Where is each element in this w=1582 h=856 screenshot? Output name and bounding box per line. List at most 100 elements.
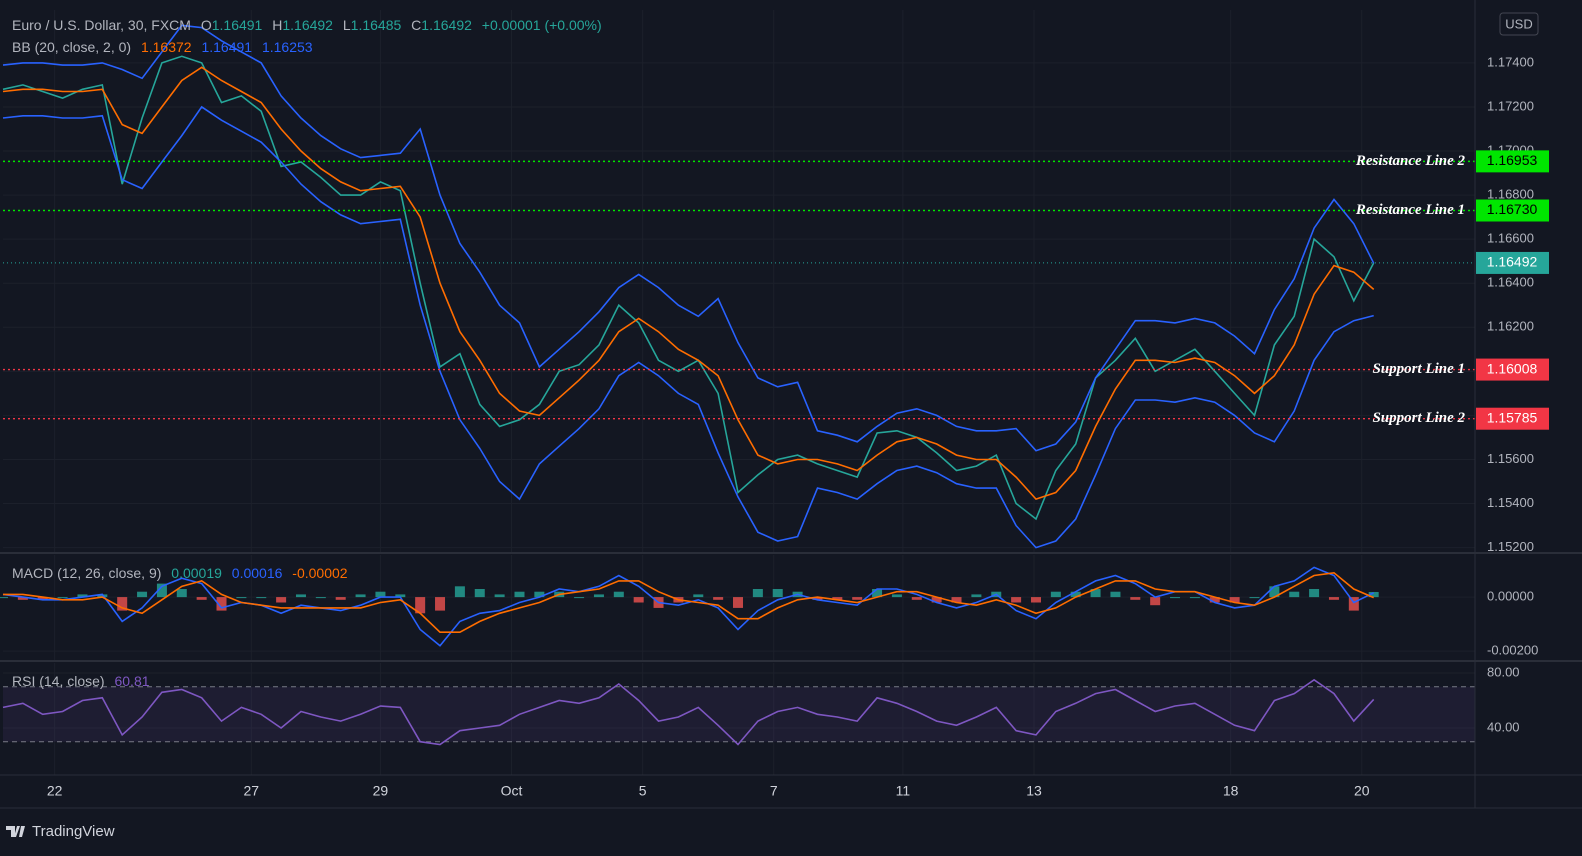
legend-value: 0.00016	[232, 565, 283, 581]
y-tick-label: -0.00200	[1487, 643, 1538, 658]
series-line	[2, 566, 1375, 647]
y-tick-label: 1.16600	[1487, 231, 1534, 246]
ohlc-key: L	[343, 17, 351, 33]
brand-logo	[6, 826, 25, 837]
legend-value: -0.00002	[292, 565, 347, 581]
y-tick-label: 1.15200	[1487, 539, 1534, 554]
histogram-bar	[633, 597, 644, 603]
histogram-bar	[1070, 591, 1081, 598]
x-tick-label: 20	[1354, 783, 1370, 799]
histogram-bar	[137, 591, 148, 598]
currency-badge[interactable]	[1499, 12, 1539, 36]
histogram-bar	[752, 589, 763, 598]
change: +0.00001 (+0.00%)	[482, 17, 602, 33]
level-name: Resistance Line 2	[1355, 153, 1466, 169]
level-value: 1.16730	[1487, 201, 1538, 217]
x-tick-label: 29	[373, 783, 389, 799]
histogram-bar	[931, 597, 942, 603]
histogram-bar	[1289, 591, 1300, 598]
rsi-band	[3, 686, 1475, 742]
y-tick-label: 1.16400	[1487, 275, 1534, 290]
histogram-bar	[1030, 597, 1041, 603]
ohlc-key: O	[201, 17, 212, 33]
ohlc-key: C	[411, 17, 421, 33]
histogram-bar	[1328, 597, 1339, 600]
histogram-bar	[117, 597, 128, 611]
histogram-bar	[435, 597, 446, 611]
histogram-bar	[971, 594, 982, 598]
histogram-bar	[77, 594, 88, 598]
currency[interactable]: USD	[1505, 16, 1532, 31]
y-tick-label: 1.15600	[1487, 451, 1534, 466]
histogram-bar	[1110, 591, 1121, 598]
histogram-bar	[1309, 589, 1320, 598]
histogram-bar	[593, 594, 604, 598]
x-tick-label: Oct	[501, 783, 523, 799]
level-badge	[1476, 358, 1549, 381]
x-tick-label: 18	[1223, 783, 1239, 799]
indicator-name: BB (20, close, 2, 0)	[12, 39, 131, 55]
level-badge	[1476, 150, 1549, 173]
histogram-bar	[17, 597, 28, 600]
legend-value: 1.16491	[201, 39, 252, 55]
x-tick-label: 13	[1026, 783, 1042, 799]
histogram-bar	[772, 589, 783, 598]
histogram-bar	[1050, 591, 1061, 598]
histogram-bar	[1348, 597, 1359, 611]
y-tick-label: 1.16800	[1487, 187, 1534, 202]
x-tick-label: 7	[770, 783, 778, 799]
panes: 22 27 29 Oct 5 7 11 13 18 20 1.15200 1.15400 1.15600…	[0, 10, 1549, 799]
histogram-bar	[156, 583, 167, 598]
histogram-bar	[891, 594, 902, 598]
histogram-bar	[276, 597, 287, 603]
series-line	[2, 55, 1375, 521]
histogram-bar	[1368, 591, 1379, 598]
legend-value: 1.16372	[141, 39, 192, 55]
level-name: Resistance Line 1	[1355, 202, 1465, 218]
histogram-bar	[295, 594, 306, 598]
histogram-bar	[335, 597, 346, 600]
histogram-bar	[852, 597, 863, 600]
level-badge	[1476, 199, 1549, 222]
ohlc-key: H	[272, 17, 282, 33]
histogram-bar	[474, 589, 485, 598]
histogram-bar	[1090, 589, 1101, 598]
histogram-bar	[514, 591, 525, 598]
y-tick-label: 0.00000	[1487, 589, 1534, 604]
histogram-bar	[415, 597, 426, 614]
histogram-bar	[57, 597, 68, 599]
series-line	[3, 571, 1375, 633]
y-tick-label: 1.15400	[1487, 495, 1534, 510]
y-tick-label: 1.16200	[1487, 319, 1534, 334]
x-tick-label: 11	[896, 783, 911, 799]
brand: TradingView	[6, 823, 115, 840]
symbol: Euro / U.S. Dollar, 30, FXCM O1.16491 H1…	[12, 17, 602, 33]
series-line	[2, 678, 1375, 746]
histogram-bar	[1229, 597, 1240, 603]
histogram-bar	[1249, 597, 1260, 599]
histogram-bar	[812, 597, 823, 600]
histogram-bar	[196, 597, 207, 600]
histogram-bar	[315, 597, 326, 599]
ohlc-value: 1.16491	[212, 17, 263, 33]
series-line	[2, 105, 1374, 549]
histogram-bar	[1170, 597, 1181, 599]
x-tick-label: 5	[639, 783, 647, 799]
histogram-bar	[872, 589, 883, 598]
rsi-legend: RSI (14, close) 60.81	[12, 673, 150, 689]
histogram-bar	[1130, 597, 1141, 600]
histogram-bar	[494, 594, 505, 598]
y-tick-label: 1.17400	[1487, 54, 1534, 69]
legend-value: 1.16253	[262, 39, 313, 55]
histogram-bar	[1269, 586, 1280, 598]
bb-legend: BB (20, close, 2, 0) 1.16372 1.16491 1.1…	[12, 39, 313, 55]
histogram-bar	[534, 591, 545, 598]
indicator-name: RSI (14, close)	[12, 673, 105, 689]
histogram-bar	[693, 594, 704, 598]
brand-name: TradingView	[32, 823, 115, 840]
histogram-bar	[355, 594, 366, 598]
histogram-bar	[713, 597, 724, 600]
level-value: 1.15785	[1487, 409, 1538, 425]
